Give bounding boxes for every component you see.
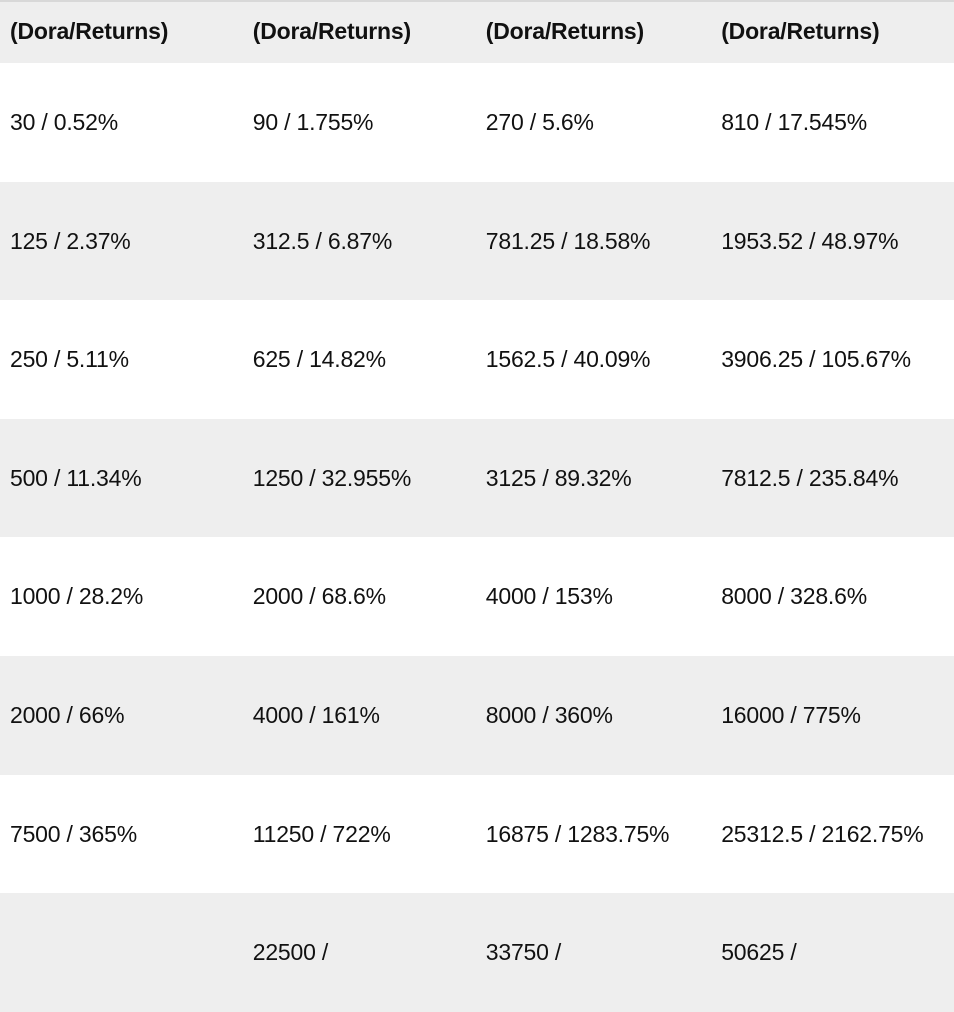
table-cell: 125 / 2.37%	[0, 182, 243, 301]
table-cell: 50625 /	[711, 893, 954, 1012]
table-cell: 3125 / 89.32%	[476, 419, 711, 538]
table-cell: 8000 / 360%	[476, 656, 711, 775]
table-body: 30 / 0.52% 90 / 1.755% 270 / 5.6% 810 / …	[0, 63, 954, 1012]
table-cell: 2000 / 68.6%	[243, 537, 476, 656]
table-row: 1000 / 28.2% 2000 / 68.6% 4000 / 153% 80…	[0, 537, 954, 656]
table-cell	[0, 893, 243, 1012]
table-container: (Dora/Returns) (Dora/Returns) (Dora/Retu…	[0, 0, 954, 1012]
column-header: (Dora/Returns)	[476, 0, 711, 63]
table-row: 2000 / 66% 4000 / 161% 8000 / 360% 16000…	[0, 656, 954, 775]
table-cell: 25312.5 / 2162.75%	[711, 775, 954, 894]
table-cell: 8000 / 328.6%	[711, 537, 954, 656]
column-header: (Dora/Returns)	[711, 0, 954, 63]
table-cell: 22500 /	[243, 893, 476, 1012]
column-header: (Dora/Returns)	[0, 0, 243, 63]
table-cell: 3906.25 / 105.67%	[711, 300, 954, 419]
table-row: 250 / 5.11% 625 / 14.82% 1562.5 / 40.09%…	[0, 300, 954, 419]
table-cell: 781.25 / 18.58%	[476, 182, 711, 301]
table-cell: 250 / 5.11%	[0, 300, 243, 419]
table-cell: 625 / 14.82%	[243, 300, 476, 419]
table-row: 500 / 11.34% 1250 / 32.955% 3125 / 89.32…	[0, 419, 954, 538]
table-cell: 90 / 1.755%	[243, 63, 476, 182]
table-cell: 11250 / 722%	[243, 775, 476, 894]
table-row: 22500 / 33750 / 50625 /	[0, 893, 954, 1012]
table-row: 30 / 0.52% 90 / 1.755% 270 / 5.6% 810 / …	[0, 63, 954, 182]
table-row: 125 / 2.37% 312.5 / 6.87% 781.25 / 18.58…	[0, 182, 954, 301]
dora-returns-table: (Dora/Returns) (Dora/Returns) (Dora/Retu…	[0, 0, 954, 1012]
table-cell: 1562.5 / 40.09%	[476, 300, 711, 419]
column-header: (Dora/Returns)	[243, 0, 476, 63]
table-row: 7500 / 365% 11250 / 722% 16875 / 1283.75…	[0, 775, 954, 894]
table-cell: 1250 / 32.955%	[243, 419, 476, 538]
table-cell: 4000 / 161%	[243, 656, 476, 775]
table-cell: 1953.52 / 48.97%	[711, 182, 954, 301]
table-cell: 16000 / 775%	[711, 656, 954, 775]
table-cell: 2000 / 66%	[0, 656, 243, 775]
table-cell: 16875 / 1283.75%	[476, 775, 711, 894]
table-cell: 270 / 5.6%	[476, 63, 711, 182]
table-cell: 7812.5 / 235.84%	[711, 419, 954, 538]
table-cell: 7500 / 365%	[0, 775, 243, 894]
table-header-row: (Dora/Returns) (Dora/Returns) (Dora/Retu…	[0, 0, 954, 63]
table-cell: 1000 / 28.2%	[0, 537, 243, 656]
table-cell: 500 / 11.34%	[0, 419, 243, 538]
table-cell: 312.5 / 6.87%	[243, 182, 476, 301]
top-border	[0, 0, 954, 2]
table-cell: 30 / 0.52%	[0, 63, 243, 182]
table-cell: 4000 / 153%	[476, 537, 711, 656]
table-cell: 810 / 17.545%	[711, 63, 954, 182]
table-cell: 33750 /	[476, 893, 711, 1012]
